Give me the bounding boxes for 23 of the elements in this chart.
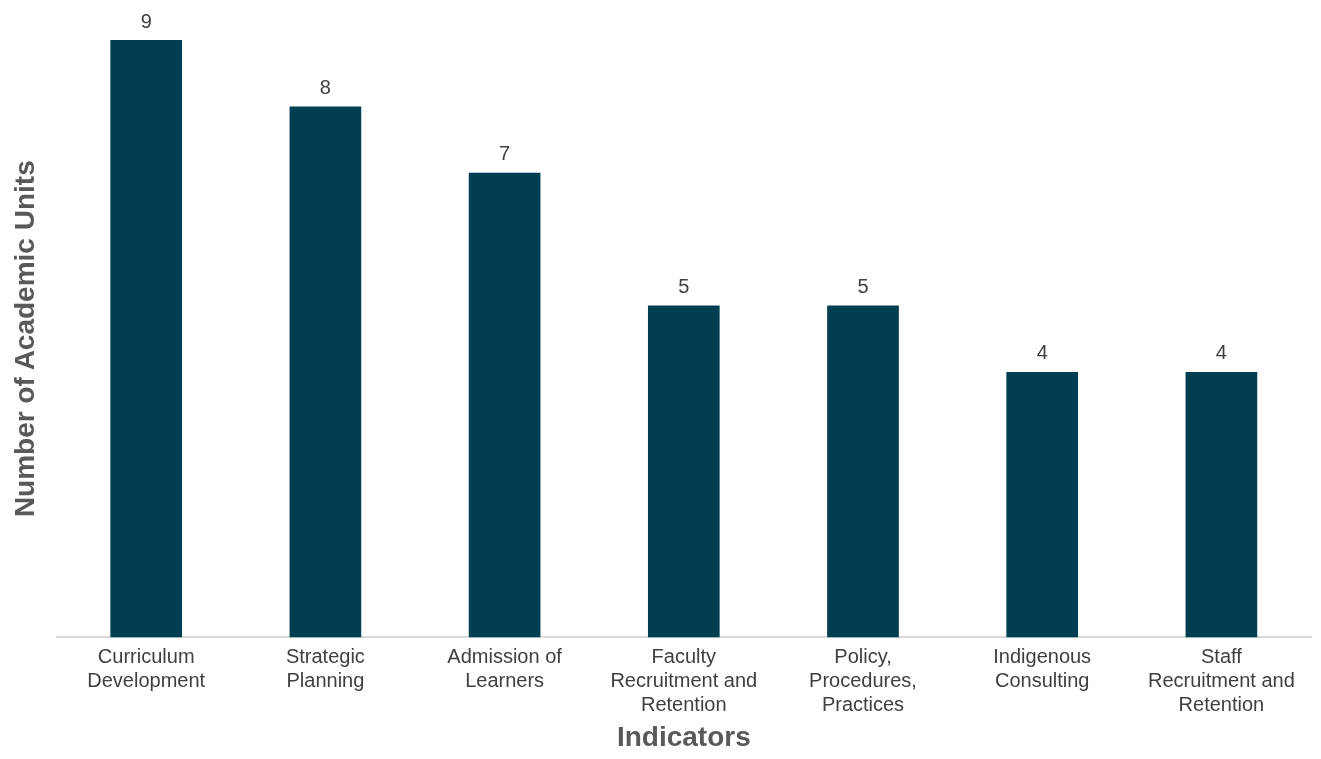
x-tick-label: Admission of Learners: [447, 644, 563, 691]
bar: [1185, 371, 1258, 638]
bar: [289, 106, 362, 638]
data-label: 8: [319, 75, 331, 98]
bar: [110, 40, 183, 638]
x-tick-label: Strategic Planning: [285, 644, 365, 691]
x-tick-label: Staff Recruitment and Retention: [1148, 644, 1295, 715]
x-tick-label: Indigenous Consulting: [993, 644, 1092, 691]
x-tick-label: Curriculum Development: [87, 644, 206, 691]
bar: [827, 305, 899, 638]
data-label: 4: [1215, 341, 1227, 364]
bar: [647, 305, 720, 638]
data-label: 4: [1036, 341, 1048, 364]
x-axis-title: Indicators: [616, 720, 751, 752]
bar: [1006, 371, 1079, 638]
data-label: 5: [678, 275, 690, 298]
data-label: 5: [857, 275, 869, 298]
data-label: 9: [140, 9, 152, 32]
y-axis-title: Number of Academic Units: [8, 160, 40, 518]
data-label: 7: [499, 142, 511, 165]
x-tick-label: Policy, Procedures, Practices: [809, 644, 917, 715]
bar: [468, 172, 541, 638]
x-tick-label: Faculty Recruitment and Retention: [610, 644, 758, 715]
